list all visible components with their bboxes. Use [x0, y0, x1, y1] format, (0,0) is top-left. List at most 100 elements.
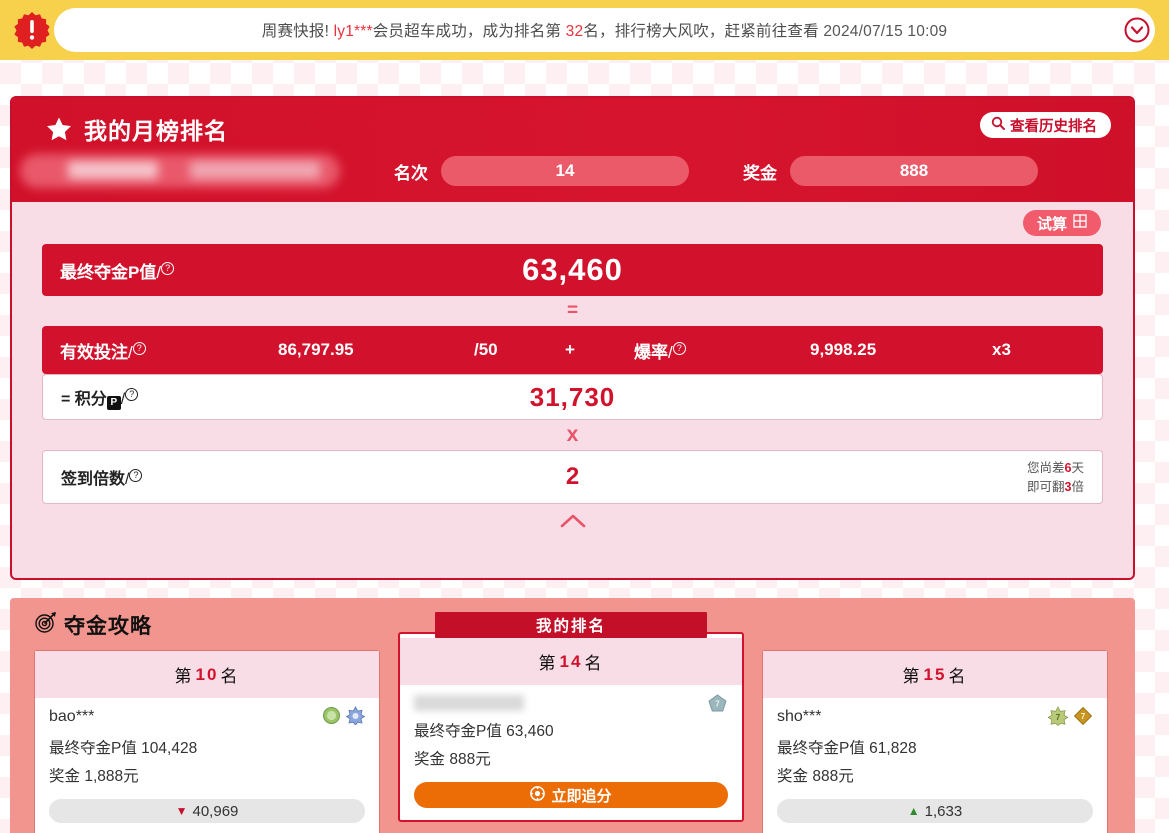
- rank-username: sho***: [777, 708, 822, 725]
- rank-prefix: 第: [174, 667, 194, 686]
- my-monthly-rank-card: 我的月榜排名 查看历史排名 名次 14 奖金: [10, 96, 1135, 580]
- notice-timestamp: 2024/07/15 10:09: [823, 23, 948, 40]
- signin-multiplier-label: 签到倍数/?: [61, 465, 143, 489]
- rank-prefix: 第: [538, 654, 558, 673]
- help-icon-burst[interactable]: ?: [672, 341, 686, 355]
- notice-pill: 周赛快报! ly1***会员超车成功，成为排名第 32名，排行榜大风吹，赶紧前往…: [54, 8, 1155, 52]
- vip-badge-gray-7-icon: 7: [707, 693, 728, 719]
- notice-bar: 周赛快报! ly1***会员超车成功，成为排名第 32名，排行榜大风吹，赶紧前往…: [0, 0, 1169, 60]
- vip-badges: 7: [707, 693, 728, 719]
- rank-card-head: 第 10 名: [35, 651, 379, 698]
- rank-card-body: 7 7 sho*** 最终夺金P值 61,828: [763, 698, 1107, 833]
- vip-badge-green-icon: [322, 706, 341, 730]
- signin-note-days: 6: [1064, 461, 1072, 475]
- calculator-icon: [1073, 214, 1087, 232]
- operator-equals: =: [566, 300, 579, 321]
- user-stats-row: 名次 14 奖金 888: [12, 154, 1133, 188]
- rank-p-value: 最终夺金P值 63,460: [414, 718, 728, 746]
- notice-prefix: 周赛快报!: [261, 23, 330, 40]
- chase-score-label: 立即追分: [551, 787, 612, 805]
- rank-p-value: 最终夺金P值 61,828: [777, 735, 1093, 763]
- effective-bet-label: 有效投注/?: [60, 338, 146, 363]
- signin-note-line2: 即可翻3倍: [1027, 480, 1084, 494]
- rank-cards-list: 第 10 名: [34, 612, 1111, 833]
- chip-coin-icon: [530, 785, 546, 805]
- rank-p-label: 最终夺金P值: [414, 723, 502, 740]
- rank-number: 14: [559, 651, 583, 671]
- vip-badge-blue-icon: [345, 706, 366, 730]
- rank-card-head: 第 15 名: [763, 651, 1107, 698]
- rank-bonus-amount: 888元: [812, 767, 854, 785]
- stat-bonus-value: 888: [790, 156, 1038, 186]
- signin-note-line1-post: 天: [1071, 461, 1084, 475]
- help-icon-bet[interactable]: ?: [132, 341, 146, 355]
- target-dart-icon: [34, 610, 58, 640]
- signin-multiplier-value: 2: [565, 463, 580, 490]
- rank-p-label: 最终夺金P值: [777, 740, 865, 757]
- effective-bet-row: 有效投注/? 86,797.95 /50 + 爆率/? 9,998.25 x3: [42, 326, 1103, 374]
- page-title: 我的月榜排名: [46, 112, 228, 146]
- arrow-down-icon: ▼: [175, 804, 188, 819]
- effective-bet-value: 86,797.95: [278, 340, 354, 359]
- rank-card-item-15[interactable]: 第 15 名 7: [762, 650, 1108, 833]
- alert-exclamation-icon: [12, 10, 52, 50]
- vip-badge-olive-7-icon: 7: [1047, 706, 1069, 731]
- help-icon-final[interactable]: ?: [161, 261, 175, 275]
- svg-text:7: 7: [715, 699, 720, 708]
- view-history-rank-button[interactable]: 查看历史排名: [980, 112, 1111, 138]
- rank-bonus: 奖金 1,888元: [49, 763, 365, 791]
- stat-rank-label: 名次: [394, 163, 428, 183]
- rank-bonus: 奖金 888元: [414, 746, 728, 774]
- rank-gap-value: 1,633: [924, 802, 963, 820]
- svg-text:7: 7: [1081, 712, 1086, 721]
- signin-note-line1: 您尚差6天: [1027, 461, 1084, 475]
- strategy-section: 夺金攻略 第 10 名: [10, 598, 1135, 833]
- rank-p-amount: 63,460: [506, 723, 554, 740]
- rank-card-head: 第 14 名: [400, 638, 742, 685]
- trial-calculate-button[interactable]: 试算: [1022, 210, 1101, 236]
- chevron-up-icon[interactable]: [42, 504, 1103, 538]
- my-rank-tag: 我的排名: [435, 612, 707, 638]
- points-label-text: = 积分: [61, 390, 107, 408]
- final-p-value-label-text: 最终夺金P值: [60, 262, 157, 282]
- stat-rank: 名次 14: [394, 156, 689, 186]
- signin-note-line1-pre: 您尚差: [1027, 461, 1065, 475]
- rank-gap-bar: ▼ 40,969: [49, 799, 365, 824]
- stat-bonus-label: 奖金: [743, 163, 777, 183]
- notice-middle: 会员超车成功，成为排名第: [372, 23, 562, 40]
- rank-gap-value: 40,969: [192, 802, 239, 820]
- signin-note: 您尚差6天 即可翻3倍: [1027, 459, 1084, 498]
- help-icon-signin[interactable]: ?: [129, 468, 143, 482]
- operator-times: x: [566, 423, 579, 446]
- strategy-title-text: 夺金攻略: [64, 615, 152, 638]
- signin-note-multiplier: 3: [1064, 480, 1072, 495]
- rank-suffix: 名: [584, 654, 604, 673]
- rank-card-item-10[interactable]: 第 10 名: [34, 650, 380, 833]
- rank-suffix: 名: [948, 667, 968, 686]
- burst-rate-label: 爆率/?: [634, 338, 686, 363]
- trial-calculate-label: 试算: [1036, 215, 1067, 233]
- rank-username: bao***: [49, 708, 95, 725]
- final-p-value-label: 最终夺金P值/?: [60, 258, 175, 283]
- notice-suffix: 名，排行榜大风吹，赶紧前往查看: [583, 23, 819, 40]
- rank-card-item-mine[interactable]: 我的排名 第 14 名 7: [398, 612, 744, 823]
- rank-prefix: 第: [902, 667, 922, 686]
- rank-p-value: 最终夺金P值 104,428: [49, 735, 365, 763]
- rank-number: 15: [923, 664, 947, 684]
- help-icon-points[interactable]: ?: [125, 388, 139, 402]
- effective-bet-divisor: /50: [474, 340, 498, 359]
- signin-multiplier-row: 签到倍数/? 2 您尚差6天 即可翻3倍: [42, 450, 1103, 504]
- rank-card-body: 7 最终夺金P值 63,460 奖金 888元: [400, 685, 742, 820]
- rank-number: 10: [195, 664, 219, 684]
- signin-multiplier-label-text: 签到倍数: [61, 471, 126, 488]
- rank-p-label: 最终夺金P值: [49, 740, 137, 757]
- burst-rate-label-text: 爆率: [634, 342, 668, 362]
- rank-p-amount: 104,428: [141, 740, 198, 757]
- svg-text:7: 7: [1056, 713, 1061, 722]
- points-row: = 积分 P /? 31,730: [42, 374, 1103, 420]
- rank-bonus-label: 奖金: [49, 767, 81, 785]
- final-p-value-amount: 63,460: [522, 252, 623, 287]
- chase-score-button[interactable]: 立即追分: [414, 782, 728, 809]
- chevron-down-circle-icon[interactable]: [1123, 16, 1151, 44]
- trial-row: 试算: [42, 202, 1103, 244]
